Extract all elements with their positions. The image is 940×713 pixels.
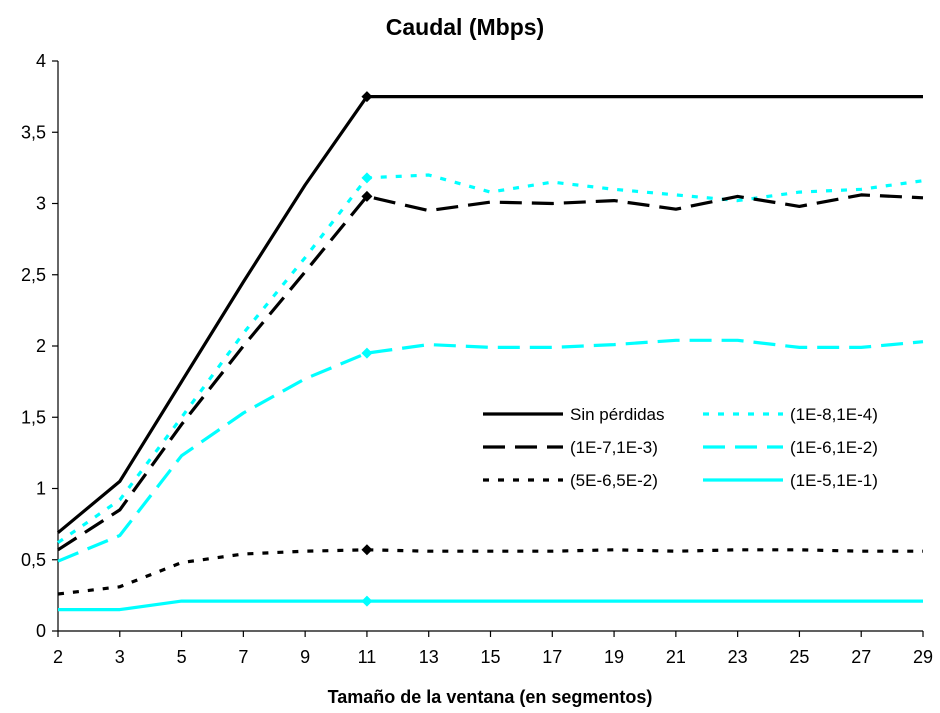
x-tick-label: 9 — [300, 647, 310, 667]
y-tick-label: 3 — [36, 194, 46, 214]
x-tick-label: 15 — [480, 647, 500, 667]
legend-label-1e-5-1e-1: (1E-5,1E-1) — [790, 471, 878, 490]
series-line-1e-8-1e-4 — [57, 173, 924, 544]
legend-label-1e-7-1e-3: (1E-7,1E-3) — [570, 438, 658, 457]
data-marker-1e-6-1e-2 — [361, 347, 373, 359]
y-tick-label: 2 — [36, 336, 46, 356]
x-tick-label: 23 — [728, 647, 748, 667]
x-tick-label: 5 — [177, 647, 187, 667]
data-marker-sin-p-rdidas — [361, 91, 373, 103]
series-line-1e-6-1e-2 — [57, 338, 924, 563]
x-tick-label: 17 — [542, 647, 562, 667]
series-line-sin-p-rdidas — [56, 94, 923, 534]
y-tick-label: 2,5 — [21, 265, 46, 285]
data-marker-1e-5-1e-1 — [361, 595, 373, 607]
x-tick-label: 21 — [666, 647, 686, 667]
legend-label-1e-8-1e-4: (1E-8,1E-4) — [790, 405, 878, 424]
x-tick-label: 25 — [789, 647, 809, 667]
x-tick-label: 7 — [238, 647, 248, 667]
x-tick-label: 27 — [851, 647, 871, 667]
y-tick-label: 4 — [36, 51, 46, 71]
marker-layer — [361, 91, 373, 607]
data-marker-1e-8-1e-4 — [361, 172, 373, 184]
axes: 00,511,522,533,542 3 5 7 9 11 13 15 17 19 21 23 25 27… — [21, 51, 933, 667]
x-tick-label: 19 — [604, 647, 624, 667]
data-marker-1e-7-1e-3 — [361, 190, 373, 202]
legend-label-sin-p-rdidas: Sin pérdidas — [570, 405, 665, 424]
x-tick-label: 29 — [913, 647, 933, 667]
series-layer — [56, 94, 924, 612]
x-tick-label: 11 — [358, 647, 377, 667]
y-tick-label: 1 — [36, 479, 46, 499]
y-tick-label: 3,5 — [21, 122, 46, 142]
x-tick-label: 3 — [115, 647, 125, 667]
legend-label-1e-6-1e-2: (1E-6,1E-2) — [790, 438, 878, 457]
x-tick-label: 2 — [53, 647, 63, 667]
y-tick-label: 0 — [36, 621, 46, 641]
series-line-1e-7-1e-3 — [57, 193, 924, 552]
y-tick-label: 0,5 — [21, 550, 46, 570]
x-tick-label: 13 — [419, 647, 439, 667]
chart-title: Caudal (Mbps) — [386, 14, 544, 40]
legend-label-5e-6-5e-2: (5E-6,5E-2) — [570, 471, 658, 490]
legend: Sin pérdidas (1E-8,1E-4) (1E-7,1E-3) (1E-6,… — [483, 405, 878, 490]
y-tick-label: 1,5 — [21, 407, 46, 427]
x-axis-title: Tamaño de la ventana (en segmentos) — [328, 687, 653, 707]
series-line-5e-6-5e-2 — [57, 548, 923, 596]
series-line-1e-5-1e-1 — [58, 599, 923, 612]
data-marker-5e-6-5e-2 — [361, 544, 373, 556]
